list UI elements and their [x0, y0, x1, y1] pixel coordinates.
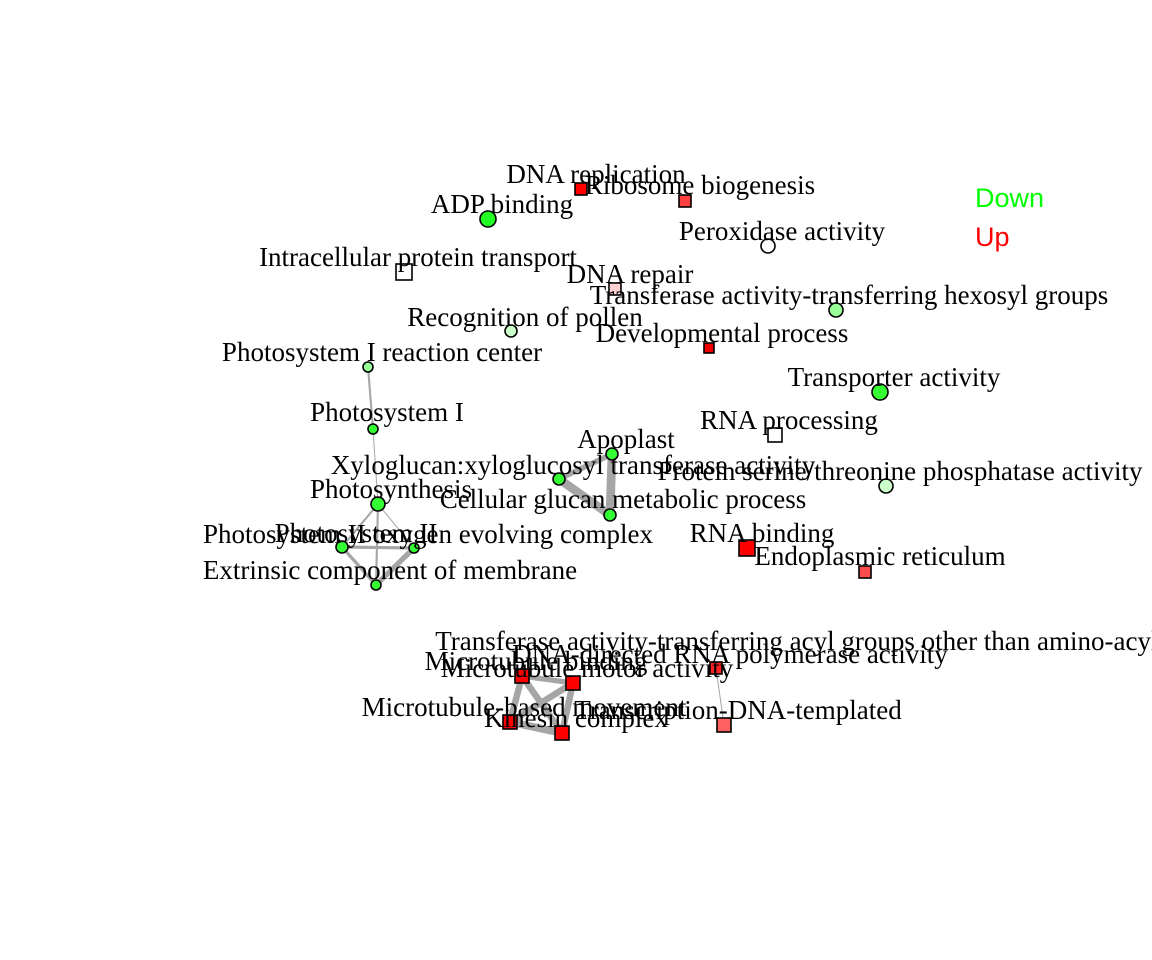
node-photosystem_ii[interactable]	[335, 540, 349, 554]
node-dna_repair[interactable]	[608, 282, 622, 296]
edge-microtubule_binding-microtubule_motor_activity	[519, 673, 576, 686]
node-dna_replication[interactable]	[574, 182, 588, 196]
node-label-transcription: Transcription-DNA-templated	[574, 695, 902, 725]
node-xyloglucan_transferase[interactable]	[552, 472, 566, 486]
node-protein_phosphatase[interactable]	[878, 478, 894, 494]
nodes-layer	[335, 182, 894, 741]
node-developmental_process[interactable]	[703, 342, 715, 354]
node-label-xyloglucan_transferase: Xyloglucan:xyloglucosyl transferase acti…	[331, 450, 816, 480]
node-label-photosynthesis: Photosynthesis	[310, 474, 472, 504]
node-label-photosystem_i: Photosystem I	[310, 397, 464, 427]
node-label-photosystem_ii: Photosystem II	[275, 518, 438, 548]
node-photosynthesis[interactable]	[370, 496, 386, 512]
node-photosystem_i_reaction_center[interactable]	[362, 361, 374, 373]
node-label-protein_phosphatase: Protein serine/threonine phosphatase act…	[657, 456, 1143, 486]
node-dna_directed_rna_polymerase[interactable]	[709, 661, 723, 675]
node-adp_binding[interactable]	[479, 210, 497, 228]
edge-apoplast-cellular_glucan	[605, 449, 617, 520]
node-label-oxygen_evolving: Photosystem II oxygen evolving complex	[203, 519, 653, 549]
edge-photosynthesis-photosystem_ii	[340, 502, 380, 549]
edge-photosynthesis-oxygen_evolving	[377, 503, 415, 549]
node-label-rna_binding: RNA binding	[690, 518, 835, 548]
node-ribosome_biogenesis[interactable]	[678, 194, 692, 208]
edge-apoplast-xyloglucan_transferase	[556, 451, 615, 482]
node-label-microtubule_binding: Microtubule binding	[425, 646, 648, 676]
node-intracellular_protein_transport[interactable]	[395, 263, 413, 281]
node-photosystem_i[interactable]	[367, 423, 379, 435]
node-label-dna_repair: DNA repair	[567, 259, 694, 289]
node-kinesin_complex[interactable]	[554, 725, 570, 741]
node-microtubule_binding[interactable]	[514, 668, 530, 684]
edge-dna_directed_rna_polymerase-transcription	[715, 667, 725, 726]
node-rna_processing[interactable]	[767, 427, 783, 443]
node-label-endoplasmic_reticulum: Endoplasmic reticulum	[754, 541, 1005, 571]
node-endoplasmic_reticulum[interactable]	[858, 565, 872, 579]
node-label-peroxidase_activity: Peroxidase activity	[679, 216, 886, 246]
node-label-adp_binding: ADP binding	[431, 189, 573, 219]
edge-microtubule_motor_activity-microtubule_based_movement	[506, 679, 577, 726]
node-oxygen_evolving[interactable]	[408, 542, 420, 554]
node-peroxidase_activity[interactable]	[760, 238, 776, 254]
node-transferase_hexosyl[interactable]	[828, 302, 844, 318]
node-label-kinesin_complex: Kinesin complex	[484, 703, 668, 733]
node-rna_binding[interactable]	[738, 539, 756, 557]
node-extrinsic_membrane[interactable]	[370, 579, 382, 591]
edge-photosystem_i_reaction_center-photosystem_i	[366, 365, 375, 431]
node-label-ribosome_biogenesis: Ribosome biogenesis	[585, 170, 815, 200]
edge-xyloglucan_transferase-cellular_glucan	[554, 474, 615, 520]
node-transcription[interactable]	[716, 717, 732, 733]
node-label-apoplast: Apoplast	[577, 424, 675, 454]
node-microtubule_based_movement[interactable]	[502, 714, 518, 730]
edge-photosystem_ii-oxygen_evolving	[340, 545, 416, 550]
node-apoplast[interactable]	[605, 447, 619, 461]
node-label-microtubule_based_movement: Microtubule-based movement	[362, 692, 687, 722]
node-microtubule_motor_activity[interactable]	[565, 675, 581, 691]
node-label-dna_replication: DNA replication	[506, 159, 686, 189]
node-label-rna_processing: RNA processing	[700, 405, 878, 435]
node-label-cellular_glucan: Cellular glucan metabolic process	[440, 484, 807, 514]
node-label-recognition_of_pollen: Recognition of pollen	[407, 302, 643, 332]
node-label-extrinsic_membrane: Extrinsic component of membrane	[203, 555, 577, 585]
node-transporter_activity[interactable]	[871, 383, 889, 401]
node-recognition_of_pollen[interactable]	[504, 324, 518, 338]
node-label-photosystem_i_reaction_center: Photosystem I reaction center	[222, 337, 542, 367]
edge-photosynthesis-extrinsic_membrane	[374, 502, 380, 587]
node-label-transferase_acyl: Transferase activity-transferring acyl g…	[435, 626, 1152, 656]
node-label-transferase_hexosyl: Transferase activity-transferring hexosy…	[590, 280, 1109, 310]
legend-label-down: Down	[975, 183, 1044, 213]
legend: Down Up	[975, 183, 1044, 252]
node-label-transporter_activity: Transporter activity	[788, 362, 1001, 392]
node-label-dna_directed_rna_polymerase: DNA-directed RNA polymerase activity	[512, 639, 948, 669]
legend-label-up: Up	[975, 222, 1010, 252]
edge-microtubule_motor_activity-kinesin_complex	[558, 679, 577, 737]
edge-microtubule_based_movement-kinesin_complex	[506, 718, 566, 737]
node-label-microtubule_motor_activity: Microtubule motor activity	[441, 653, 734, 683]
node-cellular_glucan[interactable]	[603, 508, 617, 522]
edge-oxygen_evolving-extrinsic_membrane	[373, 545, 417, 588]
edge-photosystem_i-photosynthesis	[372, 428, 379, 505]
node-label-intracellular_protein_transport: Intracellular protein transport	[259, 242, 577, 272]
edge-photosystem_ii-extrinsic_membrane	[340, 545, 378, 587]
node-label-developmental_process: Developmental process	[596, 318, 849, 348]
